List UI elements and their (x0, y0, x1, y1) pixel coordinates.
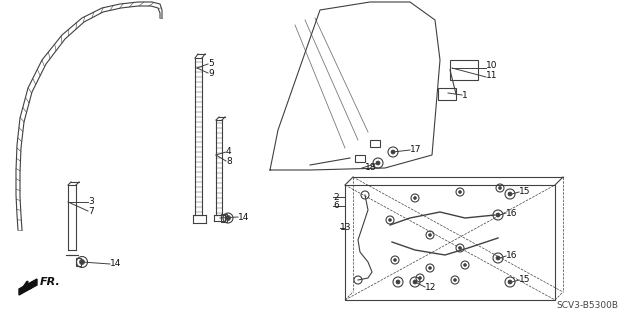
Text: 5: 5 (208, 60, 214, 69)
Text: 13: 13 (340, 224, 351, 233)
Circle shape (496, 213, 500, 217)
Text: 18: 18 (365, 164, 376, 173)
Text: 3: 3 (88, 197, 93, 206)
Circle shape (413, 280, 417, 284)
Circle shape (419, 277, 422, 279)
Circle shape (458, 190, 461, 194)
Text: 15: 15 (519, 276, 531, 285)
Text: 11: 11 (486, 70, 497, 79)
Text: 7: 7 (88, 206, 93, 216)
Text: SCV3-B5300B: SCV3-B5300B (556, 301, 618, 310)
Polygon shape (19, 279, 37, 295)
Circle shape (429, 234, 431, 236)
Text: 9: 9 (208, 69, 214, 78)
Text: 14: 14 (110, 259, 122, 269)
Circle shape (388, 219, 392, 221)
Text: 8: 8 (226, 157, 232, 166)
Circle shape (508, 280, 512, 284)
Text: 2: 2 (333, 192, 339, 202)
Text: 10: 10 (486, 62, 497, 70)
Circle shape (463, 263, 467, 266)
Circle shape (225, 216, 230, 220)
Circle shape (496, 256, 500, 260)
Circle shape (429, 266, 431, 270)
Text: 16: 16 (506, 251, 518, 261)
Text: 15: 15 (519, 188, 531, 197)
Circle shape (458, 247, 461, 249)
Circle shape (499, 187, 502, 189)
Text: 17: 17 (410, 145, 422, 154)
Circle shape (413, 197, 417, 199)
Circle shape (79, 259, 84, 264)
Text: 1: 1 (462, 91, 468, 100)
Text: 14: 14 (238, 212, 250, 221)
Text: 4: 4 (226, 147, 232, 157)
Circle shape (394, 258, 397, 262)
Text: 12: 12 (425, 283, 436, 292)
Text: 6: 6 (333, 202, 339, 211)
Circle shape (376, 161, 380, 165)
Circle shape (396, 280, 400, 284)
Text: FR.: FR. (40, 277, 61, 287)
Circle shape (391, 150, 395, 154)
Text: 16: 16 (506, 209, 518, 218)
Circle shape (508, 192, 512, 196)
Circle shape (454, 278, 456, 281)
